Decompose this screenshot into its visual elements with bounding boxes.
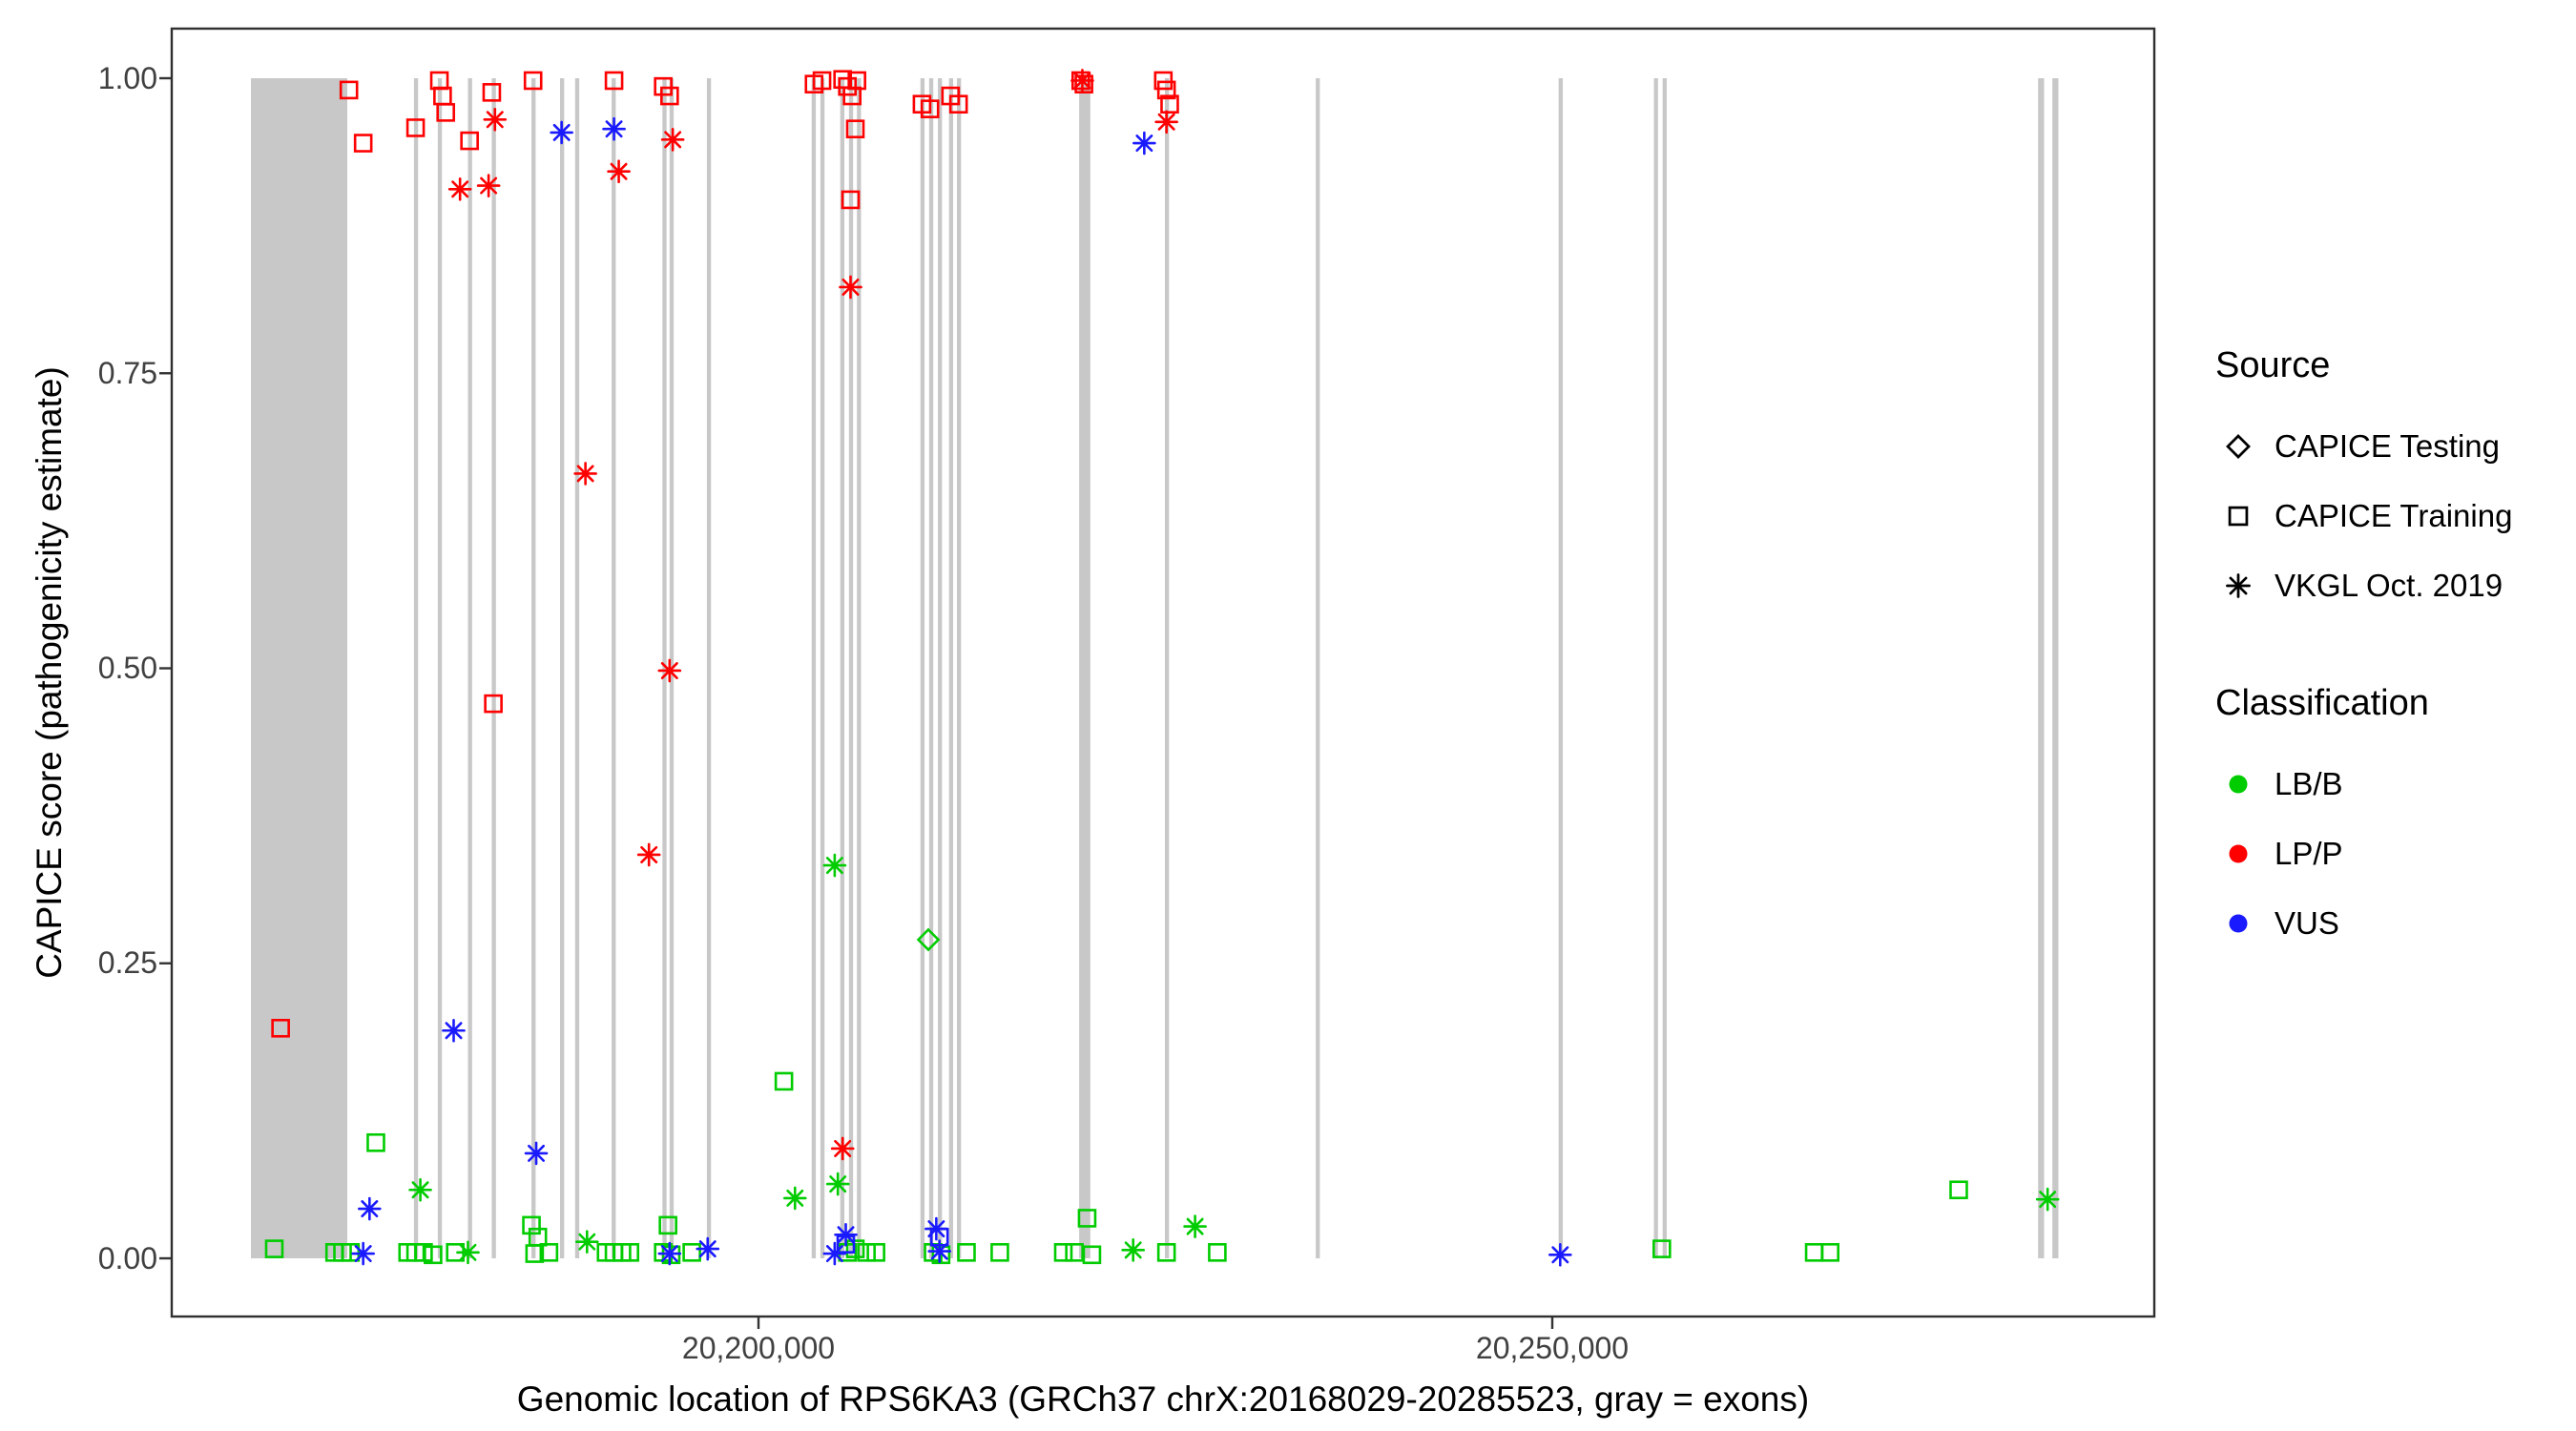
y-tick-label: 1.00 bbox=[97, 61, 157, 95]
legend-item-lpp: LP/P bbox=[2215, 819, 2570, 888]
square-icon bbox=[2228, 506, 2249, 526]
green-dot-icon bbox=[2229, 775, 2248, 793]
legend-item-label: VKGL Oct. 2019 bbox=[2275, 567, 2503, 603]
blue-dot-icon bbox=[2229, 914, 2248, 932]
legend-item-label: CAPICE Testing bbox=[2275, 427, 2500, 464]
y-tick-label: 0.00 bbox=[97, 1241, 157, 1275]
legend-item-label: VUS bbox=[2275, 904, 2339, 941]
x-tick-label: 20,250,000 bbox=[1475, 1331, 1630, 1365]
legend-item-vus: VUS bbox=[2215, 888, 2570, 958]
legend-item-vkgl: VKGL Oct. 2019 bbox=[2215, 550, 2570, 620]
legend-item-label: LB/B bbox=[2275, 765, 2343, 801]
legend-item-lbb: LB/B bbox=[2215, 749, 2570, 819]
diamond-icon bbox=[2226, 433, 2251, 459]
asterisk-icon bbox=[2226, 572, 2251, 598]
y-axis-title: CAPICE score (pathogenicity estimate) bbox=[30, 366, 69, 979]
legend-item-label: CAPICE Training bbox=[2275, 497, 2513, 533]
y-tick-label: 0.25 bbox=[97, 945, 157, 980]
legend-item-label: LP/P bbox=[2275, 835, 2343, 871]
legend-item-capice-training: CAPICE Training bbox=[2215, 481, 2570, 550]
red-dot-icon bbox=[2229, 844, 2248, 862]
x-tick-label: 20,200,000 bbox=[681, 1331, 836, 1365]
x-axis-title: Genomic location of RPS6KA3 (GRCh37 chrX… bbox=[516, 1379, 1810, 1419]
legend: Source CAPICE Testing CAPICE Training VK… bbox=[2215, 345, 2570, 958]
legend-source-title: Source bbox=[2215, 345, 2331, 385]
y-tick-label: 0.75 bbox=[97, 356, 157, 390]
y-tick-label: 0.50 bbox=[97, 651, 157, 685]
legend-item-capice-testing: CAPICE Testing bbox=[2215, 411, 2570, 481]
legend-classification-title: Classification bbox=[2215, 683, 2429, 723]
